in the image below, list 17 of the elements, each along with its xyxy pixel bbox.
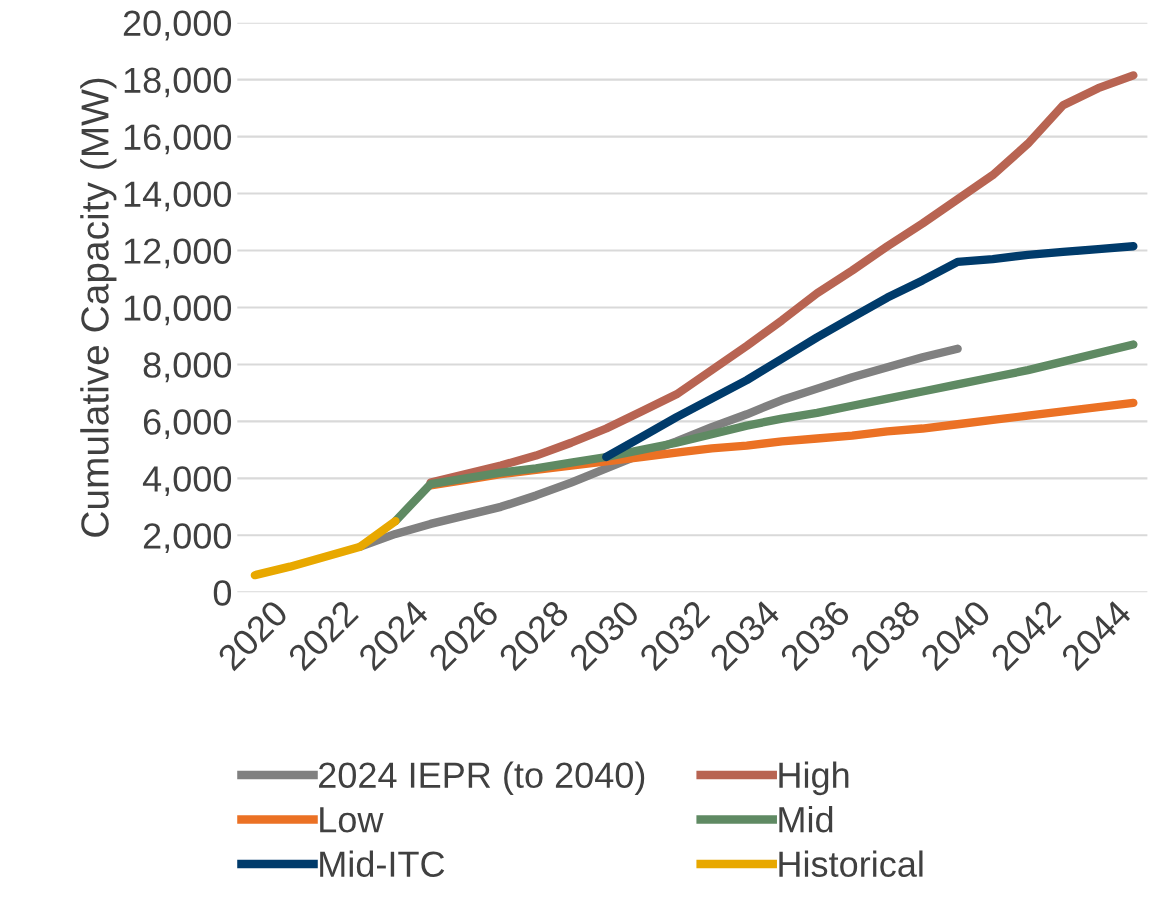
y-tick-label: 18,000 (124, 67, 232, 98)
legend-label: Mid (779, 805, 833, 833)
legend-label: High (779, 761, 849, 796)
y-axis-title: Cumulative Capacity (MW) (80, 78, 117, 537)
y-tick-label: 4,000 (142, 466, 232, 497)
y-tick-label: 2,000 (143, 523, 232, 554)
y-tick-label: 10,000 (124, 295, 232, 326)
legend-label: Mid-ITC (320, 850, 445, 877)
y-tick-label: 6,000 (143, 409, 232, 440)
y-tick-label: 12,000 (124, 238, 232, 269)
y-tick-label: 14,000 (124, 181, 232, 212)
y-tick-label: 20,000 (123, 10, 232, 41)
y-tick-label: 16,000 (124, 124, 232, 155)
legend-label: Historical (779, 850, 923, 877)
y-tick-label: 8,000 (143, 352, 232, 383)
legend-label: 2024 IEPR (to 2040) (319, 761, 645, 796)
legend-label: Low (320, 807, 384, 833)
